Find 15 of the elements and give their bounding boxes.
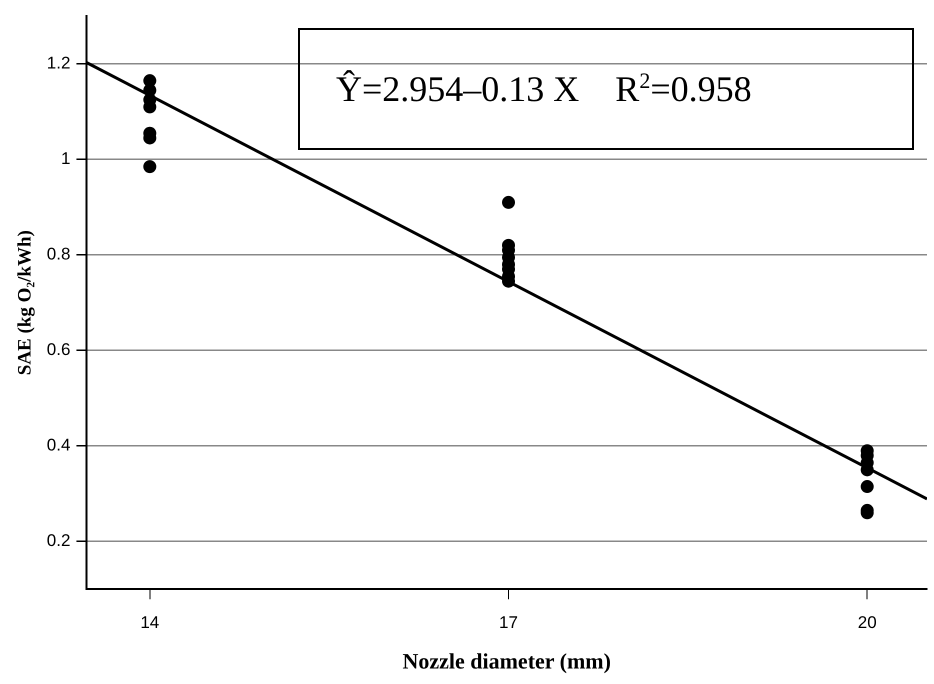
y-tick-label: 0.6 [46, 340, 70, 360]
point [143, 160, 156, 174]
y-axis-title: SAE (kg O₂/kWh) [14, 230, 36, 376]
y-tick-label: 0.4 [46, 436, 70, 455]
y-tick-label: 1.2 [46, 54, 70, 73]
y-tick-label: 0.2 [46, 531, 70, 550]
x-tick-label: 14 [140, 613, 160, 632]
y-tick-label: 1 [60, 149, 70, 168]
x-tick-label: 17 [499, 613, 518, 632]
annotation: Ŷ=2.954–0.13 X R$^{2}$=0.958 [336, 68, 752, 110]
x-axis-title: Nozzle diameter (mm) [402, 648, 611, 674]
x-tick-label: 20 [858, 613, 877, 632]
y-tick-label: 0.8 [46, 244, 70, 264]
point [502, 196, 516, 209]
point [860, 480, 874, 494]
